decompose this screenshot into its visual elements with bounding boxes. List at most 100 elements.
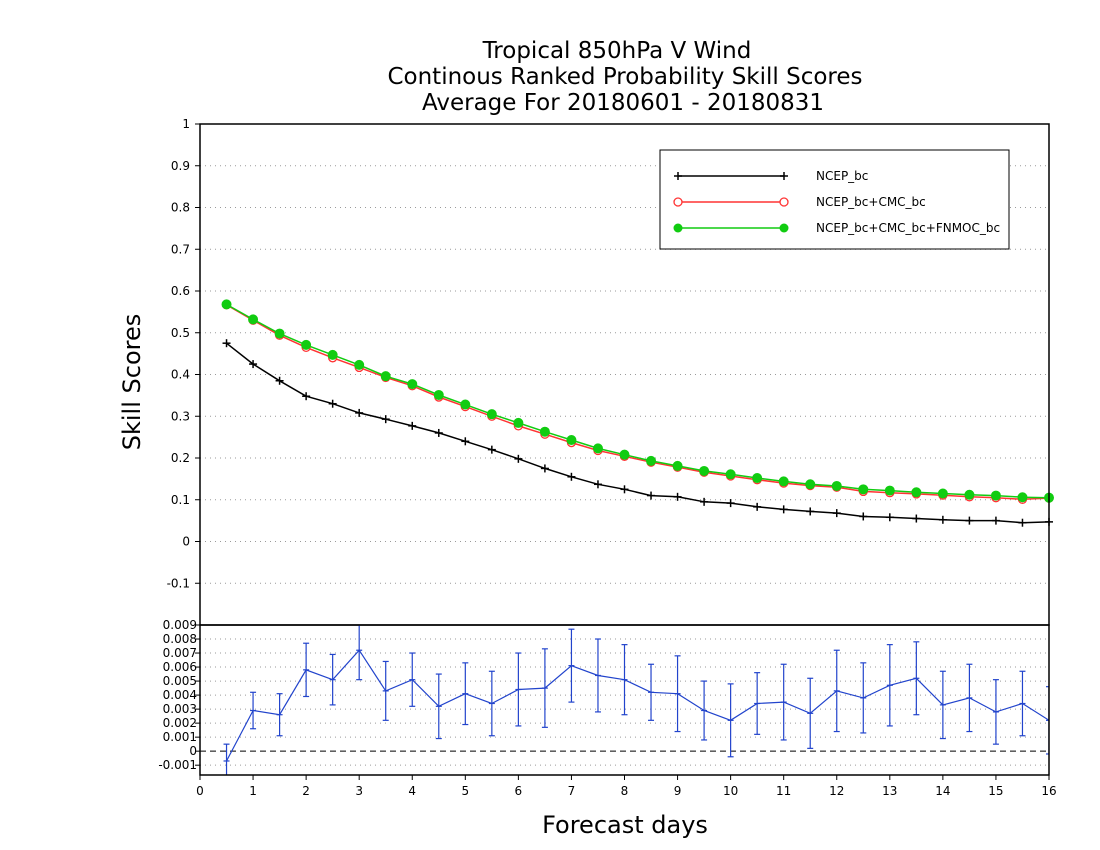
series-3-point bbox=[380, 371, 391, 382]
main-y-tick-labels: 1 0.9 0.8 0.7 0.6 0.5 0.4 0.3 0.2 0.1 0 -0.1 bbox=[167, 117, 200, 590]
series-3-point bbox=[778, 476, 789, 487]
series-1-point bbox=[832, 509, 841, 518]
legend-marker bbox=[779, 197, 789, 207]
main-y-tick-label: 0.9 bbox=[171, 159, 190, 173]
x-tick-label: 16 bbox=[1041, 784, 1056, 798]
difference-point bbox=[356, 625, 363, 681]
main-panel: 1 0.9 0.8 0.7 0.6 0.5 0.4 0.3 0.2 0.1 0 -0.1 Skill … bbox=[118, 117, 1054, 626]
legend-items: NCEP_bc NCEP_bc+CMC_bc NCEP_bc+CMC_bc+FNMO… bbox=[673, 169, 1000, 235]
difference-point bbox=[462, 662, 469, 726]
series-3-point bbox=[539, 426, 550, 437]
difference-point bbox=[515, 652, 522, 727]
difference-y-tick-label: 0 bbox=[189, 744, 197, 758]
difference-point bbox=[992, 679, 999, 745]
series-line-3 bbox=[226, 303, 1050, 499]
series-3-point bbox=[884, 485, 895, 496]
legend: NCEP_bc NCEP_bc+CMC_bc NCEP_bc+CMC_bc+FNMO… bbox=[659, 149, 1010, 250]
difference-point bbox=[276, 693, 283, 737]
series-3-point bbox=[858, 484, 869, 495]
legend-marker bbox=[779, 223, 789, 233]
difference-point bbox=[409, 652, 416, 707]
x-tick-label: 2 bbox=[302, 784, 310, 798]
difference-point bbox=[621, 644, 628, 716]
series-1-point bbox=[753, 502, 762, 511]
series-3-point bbox=[566, 435, 577, 446]
x-tick-label: 9 bbox=[674, 784, 682, 798]
difference-point bbox=[780, 663, 787, 741]
series-3-point bbox=[248, 314, 259, 325]
main-y-tick-label: 0.5 bbox=[171, 326, 190, 340]
difference-y-tick-labels: 0.0090.0080.0070.0060.0050.0040.0030.002… bbox=[158, 618, 200, 772]
series-1-point bbox=[408, 421, 417, 430]
series-3-point bbox=[592, 443, 603, 454]
series-3-point bbox=[964, 489, 975, 500]
x-tick-label: 14 bbox=[935, 784, 950, 798]
difference-point bbox=[727, 683, 734, 758]
chart-title-line-1: Tropical 850hPa V Wind bbox=[482, 38, 752, 64]
difference-point bbox=[382, 660, 389, 721]
series-3-point bbox=[274, 328, 285, 339]
difference-point bbox=[250, 691, 257, 730]
series-3-point bbox=[301, 339, 312, 350]
series-1-point bbox=[647, 491, 656, 500]
difference-line bbox=[225, 649, 1049, 762]
difference-point bbox=[807, 677, 814, 749]
series-1-point bbox=[1018, 518, 1027, 527]
series-3-point bbox=[354, 359, 365, 370]
difference-point bbox=[754, 672, 761, 735]
difference-y-tick-label: 0.005 bbox=[163, 674, 197, 688]
series-1-point bbox=[434, 428, 443, 437]
series-3-point bbox=[486, 409, 497, 420]
series-1-point bbox=[700, 497, 709, 506]
difference-point bbox=[860, 662, 867, 734]
x-tick-label: 13 bbox=[882, 784, 897, 798]
difference-point bbox=[1019, 670, 1026, 737]
series-3-point bbox=[221, 299, 232, 310]
main-y-tick-label: 0 bbox=[182, 535, 190, 549]
main-y-tick-label: -0.1 bbox=[167, 576, 190, 590]
series-3-point bbox=[725, 469, 736, 480]
legend-label: NCEP_bc+CMC_bc bbox=[816, 195, 926, 209]
series-1-point bbox=[328, 399, 337, 408]
difference-point bbox=[833, 649, 840, 733]
difference-point bbox=[1046, 686, 1049, 755]
difference-gridlines bbox=[200, 624, 1049, 766]
legend-item: NCEP_bc bbox=[674, 169, 868, 183]
series-1-point bbox=[593, 480, 602, 489]
series-1-point bbox=[461, 437, 470, 446]
x-tick-label: 10 bbox=[723, 784, 738, 798]
main-y-tick-label: 0.2 bbox=[171, 451, 190, 465]
series-1-point bbox=[885, 513, 894, 522]
difference-point bbox=[939, 670, 946, 740]
difference-point bbox=[648, 663, 655, 721]
series-1-point bbox=[275, 376, 284, 385]
legend-marker bbox=[673, 197, 683, 207]
main-y-tick-label: 0.3 bbox=[171, 409, 190, 423]
difference-point bbox=[568, 628, 575, 703]
series-3-point bbox=[407, 379, 418, 390]
series-3-point bbox=[460, 399, 471, 410]
difference-point bbox=[223, 743, 230, 775]
series-3-point bbox=[327, 349, 338, 360]
difference-point bbox=[886, 644, 893, 727]
difference-point bbox=[541, 648, 548, 728]
x-tick-label: 6 bbox=[515, 784, 523, 798]
series-1-point bbox=[222, 339, 231, 348]
main-y-tick-label: 0.1 bbox=[171, 493, 190, 507]
series-1-point bbox=[965, 516, 974, 525]
series-3-point bbox=[752, 473, 763, 484]
series-1-point bbox=[487, 445, 496, 454]
difference-series bbox=[223, 625, 1049, 775]
series-3-point bbox=[619, 449, 630, 460]
series-1-point bbox=[514, 454, 523, 463]
x-tick-label: 7 bbox=[568, 784, 576, 798]
series-1-point bbox=[779, 505, 788, 514]
series-1-point bbox=[620, 485, 629, 494]
main-series-lines bbox=[221, 299, 1054, 527]
series-1-point bbox=[991, 516, 1000, 525]
series-1-point bbox=[806, 507, 815, 516]
series-3-point bbox=[1017, 492, 1028, 503]
difference-point bbox=[488, 670, 495, 737]
series-3-point bbox=[672, 460, 683, 471]
